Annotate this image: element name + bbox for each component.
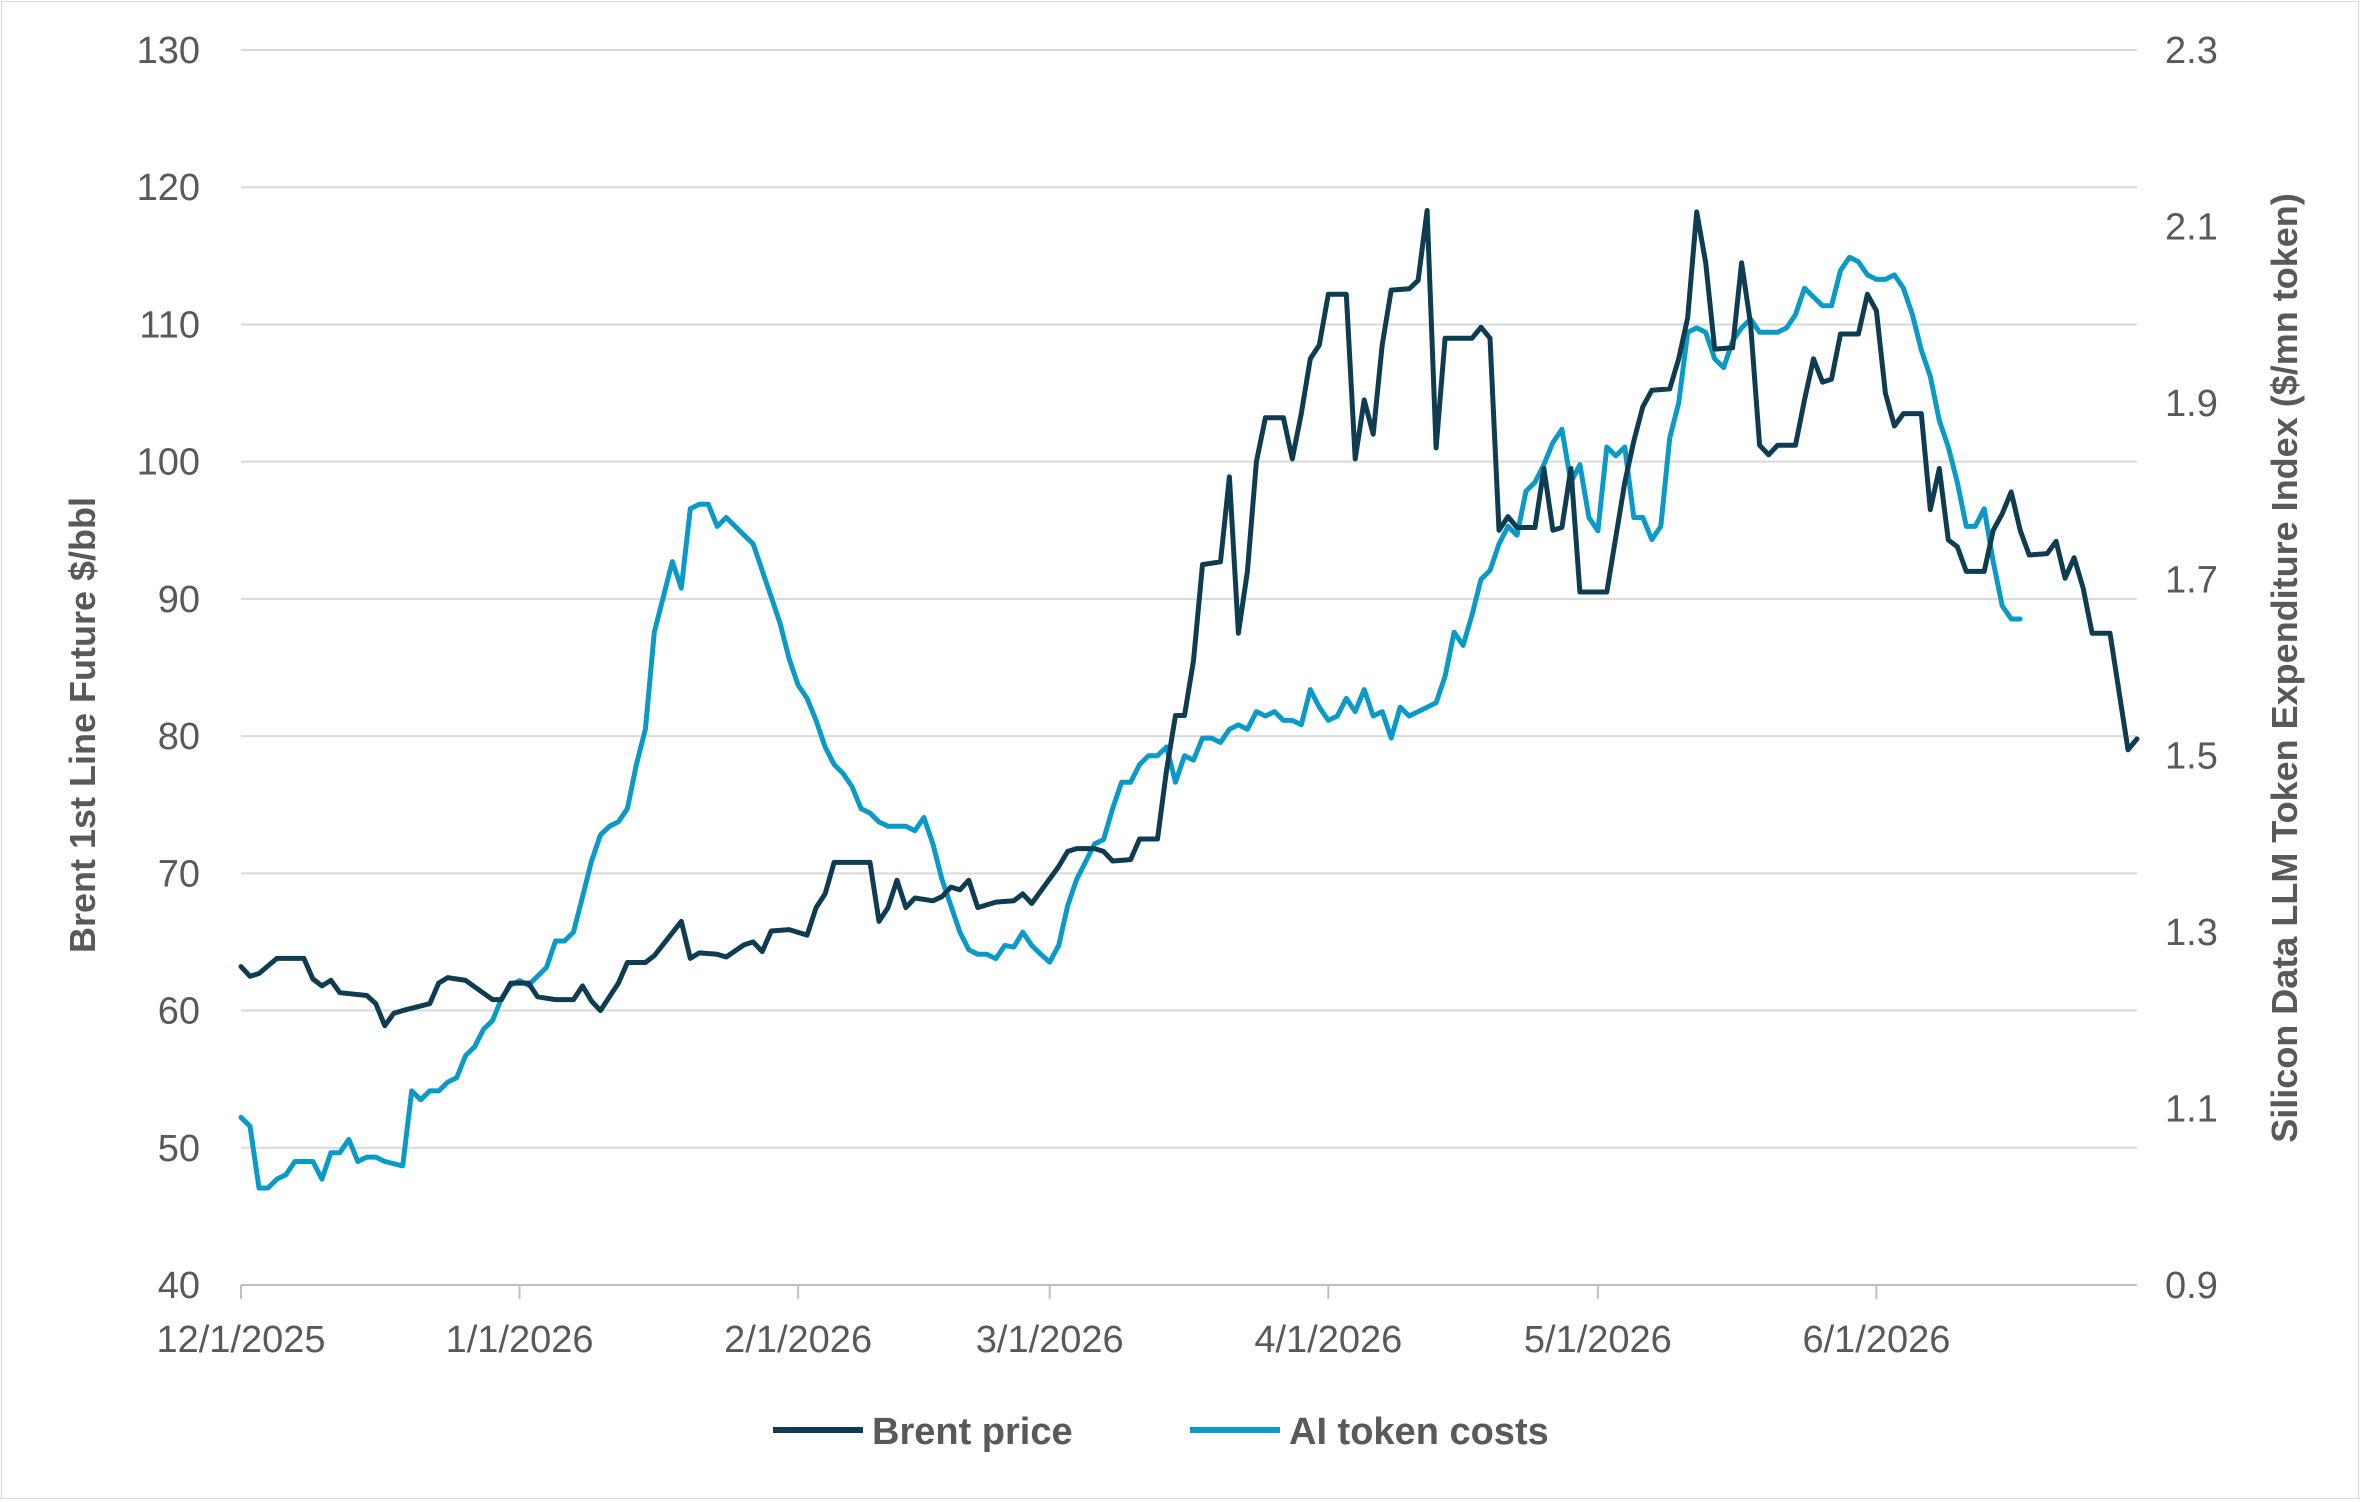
- right-tick-label: 0.9: [2165, 1265, 2218, 1307]
- series-line-token: [238, 254, 2023, 1191]
- left-tick-label: 40: [158, 1265, 200, 1307]
- right-tick-label: 1.7: [2165, 559, 2218, 601]
- right-axis-title: Silicon Data LLM Token Expenditure Index…: [2264, 193, 2305, 1142]
- right-tick-label: 2.3: [2165, 30, 2218, 72]
- series-line-brent: [238, 208, 2140, 1029]
- left-tick-label: 100: [137, 442, 200, 484]
- legend: Brent price AI token costs: [773, 1411, 1549, 1453]
- left-tick-label: 60: [158, 991, 200, 1033]
- x-tick-label: 2/1/2026: [724, 1319, 872, 1361]
- x-tick-label: 5/1/2026: [1524, 1319, 1672, 1361]
- x-tick-label: 12/1/2025: [156, 1319, 325, 1361]
- left-axis-ticks: 130 120 110 100 90 80 70 60 50 40: [137, 30, 200, 1307]
- right-axis-ticks: 2.3 2.1 1.9 1.7 1.5 1.3 1.1 0.9: [2165, 30, 2218, 1307]
- legend-label-token: AI token costs: [1289, 1411, 1549, 1453]
- left-tick-label: 80: [158, 716, 200, 758]
- left-tick-label: 50: [158, 1128, 200, 1170]
- left-tick-label: 90: [158, 579, 200, 621]
- legend-label-brent: Brent price: [872, 1411, 1073, 1453]
- right-tick-label: 1.1: [2165, 1089, 2218, 1131]
- series-layer: [238, 208, 2140, 1191]
- x-tick-label: 3/1/2026: [976, 1319, 1124, 1361]
- x-tick-label: 4/1/2026: [1254, 1319, 1402, 1361]
- right-tick-label: 2.1: [2165, 206, 2218, 248]
- x-tick-label: 6/1/2026: [1802, 1319, 1950, 1361]
- left-axis-title: Brent 1st Line Future $/bbl: [62, 497, 103, 953]
- x-axis: 12/1/2025 1/1/2026 2/1/2026 3/1/2026 4/1/202…: [156, 1284, 2137, 1361]
- left-tick-label: 110: [139, 304, 200, 346]
- left-tick-label: 120: [137, 167, 200, 209]
- grid-layer: [241, 49, 2137, 1149]
- x-tick-label: 1/1/2026: [446, 1319, 594, 1361]
- left-tick-label: 130: [137, 30, 200, 72]
- right-tick-label: 1.5: [2165, 736, 2218, 778]
- right-tick-label: 1.3: [2165, 912, 2218, 954]
- left-tick-label: 70: [158, 853, 200, 895]
- right-tick-label: 1.9: [2165, 383, 2218, 425]
